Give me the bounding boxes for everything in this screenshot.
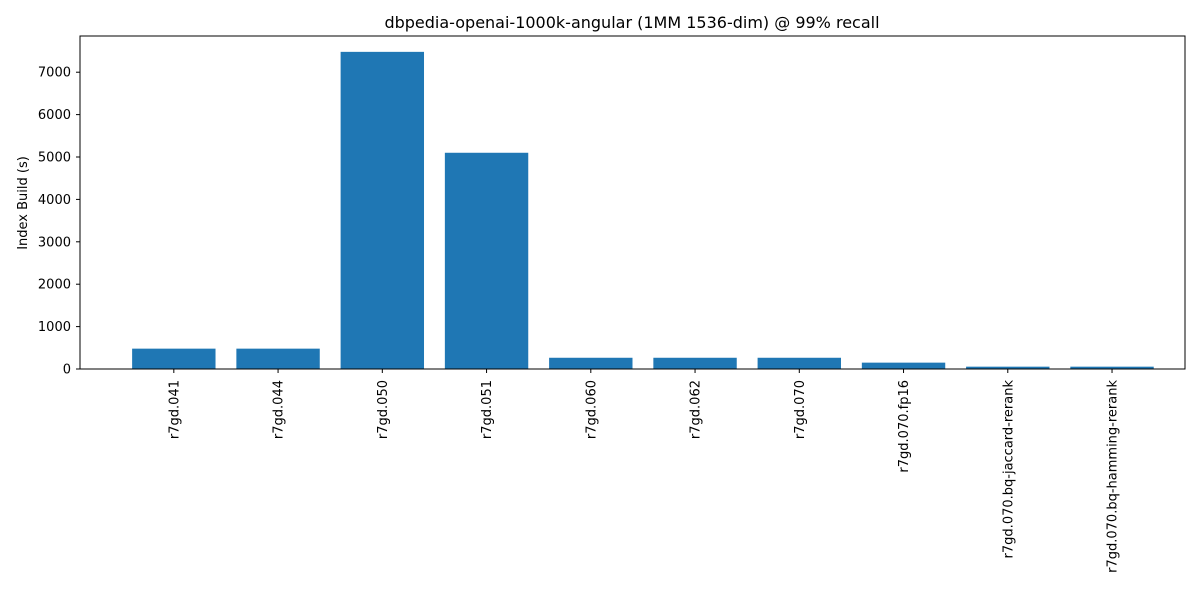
bar-r7gd.041 — [132, 348, 216, 369]
chart-title: dbpedia-openai-1000k-angular (1MM 1536-d… — [384, 13, 879, 32]
bar-r7gd.070.bq-jaccard-rerank — [966, 366, 1050, 369]
x-tick-label: r7gd.041 — [167, 380, 182, 439]
plot-frame — [79, 35, 1186, 370]
x-tick-label: r7gd.070.fp16 — [897, 380, 912, 473]
bar-r7gd.050 — [340, 51, 425, 369]
y-tick-label: 6000 — [38, 108, 71, 123]
y-tick-label: 0 — [63, 363, 71, 378]
x-tick-label: r7gd.060 — [584, 380, 599, 439]
y-tick-label: 5000 — [38, 151, 71, 166]
bar-r7gd.070 — [757, 357, 841, 369]
bar-r7gd.070.bq-hamming-rerank — [1070, 366, 1154, 369]
bar-r7gd.044 — [236, 348, 320, 369]
y-axis-ticks: 0 1000 2000 3000 4000 5000 6000 7000 — [38, 66, 80, 378]
bars-group — [132, 51, 1154, 369]
y-tick-label: 7000 — [38, 66, 71, 81]
bar-r7gd.070.fp16 — [861, 362, 946, 369]
x-tick-label: r7gd.070 — [793, 380, 808, 439]
x-tick-label: r7gd.051 — [480, 380, 495, 439]
y-tick-label: 4000 — [38, 193, 71, 208]
bar-r7gd.060 — [549, 357, 633, 369]
y-tick-label: 2000 — [38, 278, 71, 293]
x-tick-label: r7gd.044 — [272, 380, 287, 439]
x-tick-label: r7gd.062 — [689, 380, 704, 439]
y-axis-label: Index Build (s) — [16, 156, 31, 250]
x-tick-label: r7gd.050 — [376, 380, 391, 439]
x-axis-ticks: r7gd.041 r7gd.044 r7gd.050 r7gd.051 r7gd.060… — [167, 369, 1121, 573]
x-tick-label: r7gd.070.bq-jaccard-rerank — [1001, 380, 1016, 559]
y-tick-label: 3000 — [38, 235, 71, 250]
bar-r7gd.062 — [653, 357, 737, 369]
y-tick-label: 1000 — [38, 320, 71, 335]
bar-r7gd.051 — [444, 152, 529, 369]
x-tick-label: r7gd.070.bq-hamming-rerank — [1106, 380, 1121, 573]
